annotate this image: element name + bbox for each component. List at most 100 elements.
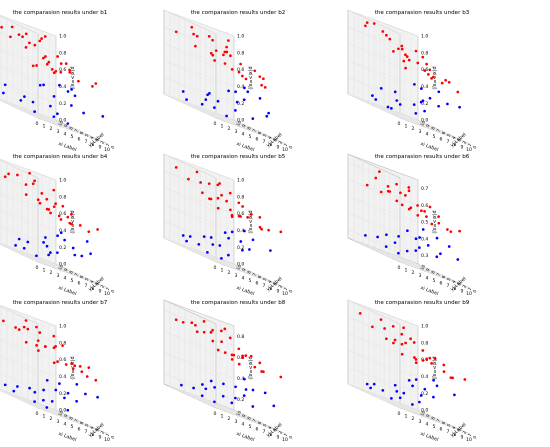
back-grid-line	[347, 333, 419, 360]
red-data-point	[230, 358, 234, 361]
x-tick-label: 10	[282, 291, 288, 297]
blue-data-point	[398, 396, 402, 400]
blue-data-point	[213, 386, 216, 389]
z-tick-label: 0.6	[237, 211, 244, 217]
y-tick-label: 1	[105, 142, 111, 147]
side-grid-line	[163, 352, 217, 377]
blue-data-point	[66, 391, 70, 395]
y-tick-label: 4	[451, 279, 457, 284]
red-data-point	[216, 183, 220, 187]
x-tick-label: 7	[263, 429, 266, 435]
red-data-point	[416, 61, 420, 65]
y-tick-label: 8	[246, 269, 252, 274]
red-data-point	[449, 230, 453, 234]
red-data-point	[56, 360, 59, 363]
y-tick-label: 1	[105, 432, 111, 437]
blue-data-point	[423, 109, 426, 113]
blue-data-point	[181, 234, 185, 237]
blue-data-point	[234, 109, 237, 112]
red-data-point	[388, 190, 392, 193]
y-tick-label: 3	[272, 281, 278, 286]
z-tick-label: 0.2	[237, 101, 244, 107]
subplot-b2: the comparasion results under b201234567…	[163, 9, 294, 153]
x-axis-label: xi Label	[420, 431, 440, 443]
x-tick-label: 4	[242, 421, 245, 427]
side-grid-line	[0, 66, 39, 85]
blue-data-point	[63, 238, 66, 242]
floor-grid-line	[353, 240, 424, 267]
z-tick-label: 0.2	[237, 245, 244, 251]
side-grid-line	[347, 212, 401, 238]
red-data-point	[416, 204, 419, 207]
blue-data-point	[406, 229, 409, 233]
red-data-point	[260, 227, 263, 231]
blue-data-point	[397, 235, 400, 238]
z-tick-label: 1.0	[421, 34, 428, 40]
side-grid-line	[0, 32, 39, 52]
red-data-point	[428, 205, 432, 209]
side-grid-line	[347, 93, 401, 119]
blue-data-point	[96, 395, 99, 399]
y-tick-label: 6	[79, 274, 85, 279]
red-data-point	[174, 318, 178, 322]
blue-data-point	[390, 397, 393, 400]
y-tick-label: 10	[57, 119, 64, 126]
red-data-point	[38, 39, 42, 43]
red-data-point	[246, 216, 249, 219]
z-tick-label: 0.2	[421, 101, 428, 107]
red-data-point	[425, 215, 428, 218]
y-axis-label: yj Label	[87, 132, 105, 149]
blue-data-point	[263, 391, 267, 395]
red-data-point	[21, 35, 24, 39]
side-grid-line	[0, 210, 39, 229]
red-data-point	[52, 188, 56, 192]
red-data-point	[393, 338, 397, 342]
red-data-point	[207, 182, 211, 186]
x-axis-label: xi Label	[236, 141, 256, 153]
red-data-point	[24, 193, 28, 196]
red-data-point	[397, 47, 400, 51]
back-grid-line	[347, 162, 419, 189]
x-tick-label: 7	[447, 283, 450, 289]
x-tick-label: 1	[405, 124, 408, 130]
blue-data-point	[234, 90, 237, 94]
red-data-point	[458, 229, 461, 233]
y-tick-label: 0	[288, 435, 294, 440]
blue-data-point	[185, 98, 188, 101]
red-data-point	[420, 209, 423, 213]
red-data-point	[409, 337, 412, 341]
red-data-point	[9, 35, 12, 39]
blue-data-point	[251, 405, 255, 408]
red-data-point	[218, 182, 221, 185]
x-tick-label: 3	[419, 419, 422, 425]
blue-data-point	[395, 99, 399, 102]
red-data-point	[59, 70, 63, 74]
blue-data-point	[242, 394, 246, 397]
red-data-point	[35, 344, 38, 347]
blue-data-point	[47, 253, 50, 257]
red-data-point	[216, 196, 220, 200]
red-data-point	[57, 214, 61, 218]
blue-data-point	[414, 378, 418, 381]
red-data-point	[425, 357, 428, 361]
x-tick-label: 3	[57, 419, 60, 425]
red-data-point	[220, 193, 223, 197]
floor-grid-line	[358, 388, 429, 416]
blue-data-point	[414, 249, 418, 252]
blue-data-point	[269, 249, 272, 252]
side-grid-line	[163, 170, 217, 196]
red-data-point	[407, 189, 411, 193]
z-tick-label: 0.2	[59, 101, 66, 107]
red-data-point	[38, 201, 42, 205]
y-tick-label: 9	[63, 413, 69, 418]
red-data-point	[16, 173, 19, 177]
red-data-point	[267, 228, 270, 232]
blue-data-point	[230, 230, 234, 234]
red-data-point	[463, 378, 467, 381]
side-grid-line	[347, 350, 401, 375]
blue-data-point	[371, 94, 374, 97]
z-tick-label: 0.6	[237, 355, 244, 361]
y-tick-label: 8	[246, 415, 252, 420]
blue-data-point	[432, 378, 435, 382]
x-tick-label: 1	[221, 124, 224, 130]
